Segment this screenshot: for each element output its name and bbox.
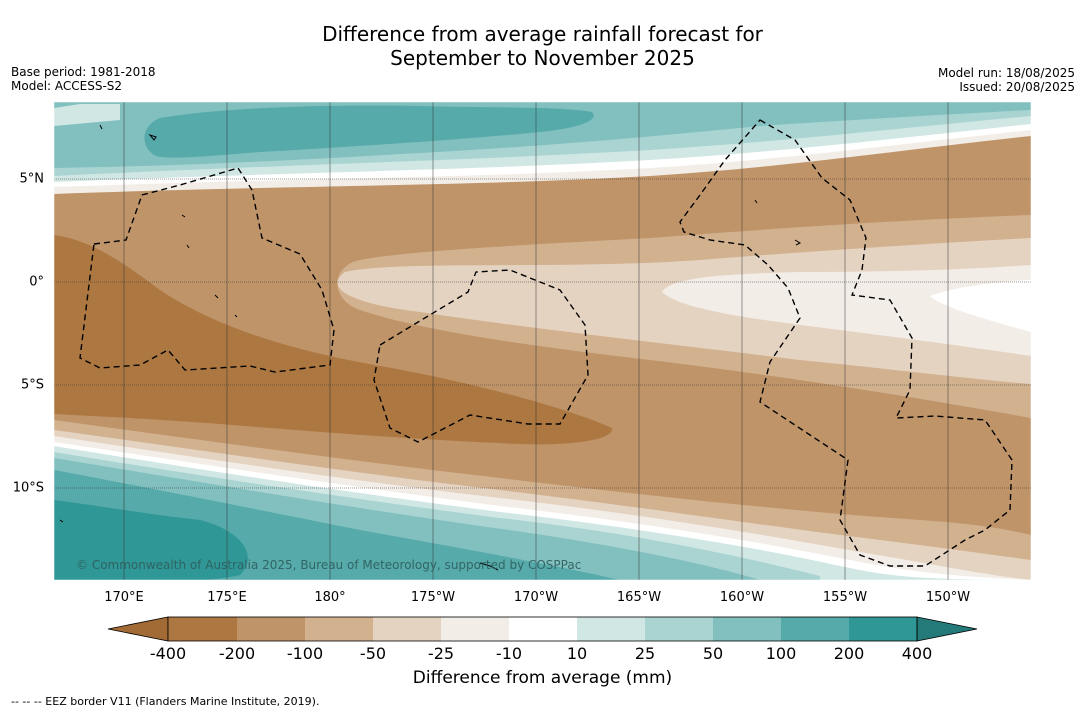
islands [59, 124, 802, 571]
eez-borders [79, 119, 1013, 567]
issued-date: Issued: 20/08/2025 [959, 80, 1075, 94]
lon-label-165w: 165°W [616, 590, 662, 605]
lon-label-170e: 170°E [104, 590, 144, 605]
lon-label-160w: 160°W [719, 590, 765, 605]
colorbar-tick: -100 [286, 644, 324, 663]
meta-left: Base period: 1981-2018 Model: ACCESS-S2 [11, 65, 156, 93]
title-line1: Difference from average rainfall forecas… [322, 22, 763, 46]
colorbar-tick: -50 [359, 644, 387, 663]
colorbar-tick: 100 [765, 644, 797, 663]
lat-label-5s: 5°S [20, 377, 44, 393]
lon-label-150w: 150°W [925, 590, 971, 605]
colorbar-tick: -25 [427, 644, 455, 663]
eez-legend-note: -- -- -- EEZ border V11 (Flanders Marine… [11, 695, 320, 708]
colorbar-tick: 200 [833, 644, 865, 663]
lon-label-175e: 175°E [207, 590, 247, 605]
colorbar-tick: 25 [634, 644, 656, 663]
grid-lines [54, 178, 1031, 489]
base-period: Base period: 1981-2018 [11, 65, 156, 79]
lat-label-10s: 10°S [12, 480, 44, 496]
lon-label-180: 180° [314, 590, 346, 605]
colorbar-tick: -10 [495, 644, 523, 663]
title-line2: September to November 2025 [390, 46, 695, 70]
meta-right: Model run: 18/08/2025 Issued: 20/08/2025 [938, 66, 1075, 94]
meridians [123, 102, 949, 580]
lon-label-155w: 155°W [822, 590, 868, 605]
colorbar [107, 616, 978, 642]
model-run: Model run: 18/08/2025 [937, 66, 1075, 80]
lat-label-5n: 5°N [19, 171, 45, 187]
colorbar-tick: 400 [901, 644, 933, 663]
colorbar-right-arrow [916, 616, 978, 642]
map-field [54, 102, 1031, 580]
colorbar-title: Difference from average (mm) [412, 668, 673, 688]
colorbar-tick: -400 [149, 644, 187, 663]
map-title: Difference from average rainfall forecas… [0, 22, 1085, 70]
colorbar-tick: -200 [218, 644, 256, 663]
colorbar-left-arrow [107, 616, 169, 642]
lat-label-0: 0° [29, 274, 44, 290]
lon-label-170w: 170°W [513, 590, 559, 605]
colorbar-tick: 10 [566, 644, 588, 663]
copyright-text: © Commonwealth of Australia 2025, Bureau… [76, 558, 582, 572]
model-name: Model: ACCESS-S2 [11, 79, 123, 93]
lon-label-175w: 175°W [410, 590, 456, 605]
colorbar-tick: 50 [702, 644, 724, 663]
